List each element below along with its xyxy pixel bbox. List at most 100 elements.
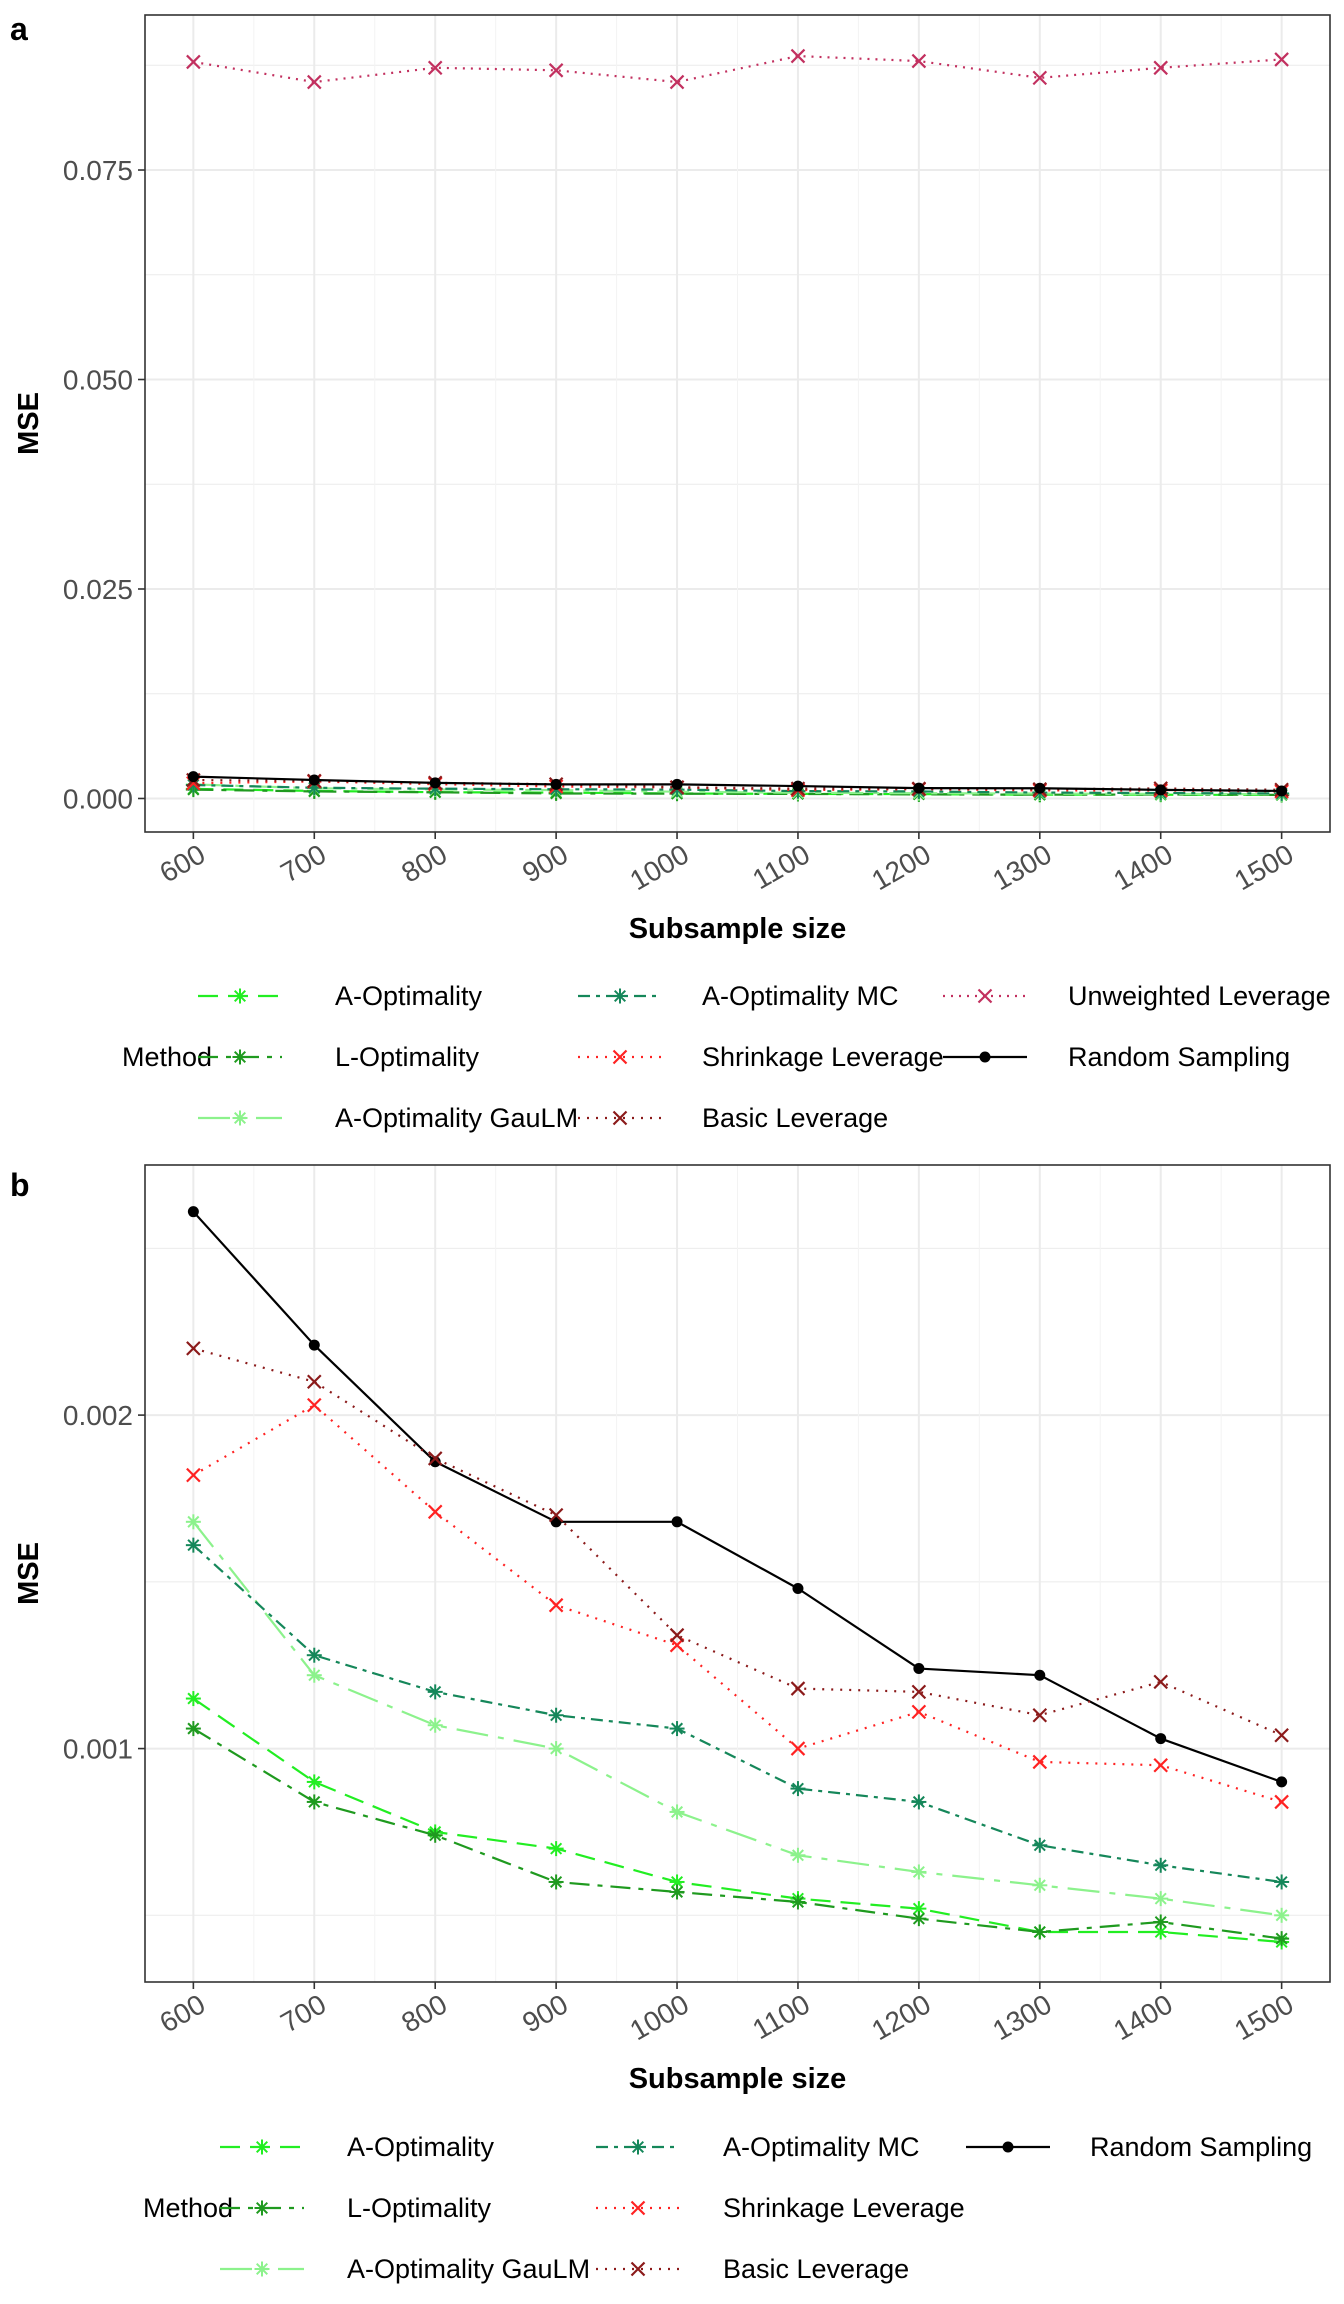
x-tick-label: 1500 [1229,1988,1298,2046]
data-point [307,1397,322,1413]
panel-b-series-l-optimality [185,1721,1290,1947]
data-point [548,1874,564,1890]
legend-label: L-Optimality [335,1042,480,1072]
data-point [308,1339,320,1351]
data-point [671,1516,683,1528]
legend-item-a-optimality-mc: A-Optimality MC [578,981,899,1011]
data-point [550,778,562,790]
data-point [185,1721,201,1737]
data-point [186,1467,201,1483]
legend-item-l-optimality: L-Optimality [198,1042,480,1072]
x-tick-label: 1100 [747,838,815,895]
legend-key-marker [232,1110,248,1126]
data-point [1153,1914,1169,1930]
data-point [1274,52,1289,67]
data-point [1032,1707,1048,1723]
series-line [192,1521,1282,1917]
x-tick-label: 700 [275,838,331,888]
legend-key-marker [254,2139,270,2155]
data-point [427,1504,443,1520]
panel-b-legend: Method A-Optimality L-Optimality A-Optimali… [143,2132,1312,2284]
series-line [193,783,1282,795]
y-tick-label: 0.001 [63,1734,133,1765]
series-line [193,788,1282,796]
legend-key-marker [612,1110,628,1126]
x-tick-label: 1200 [866,838,935,896]
data-point [911,1684,927,1700]
data-point [1274,1727,1289,1743]
x-tick-label: 800 [396,838,452,888]
data-point [1032,70,1048,86]
x-tick-label: 1000 [625,838,694,896]
series-line [192,1727,1282,1940]
panel-a-series-random-sampling [187,771,1288,797]
legend-label: A-Optimality [347,2132,495,2162]
legend-label: Random Sampling [1068,1042,1290,1072]
data-point [307,74,322,90]
y-tick-label: 0.025 [63,574,133,605]
x-tick-label: 1400 [1108,838,1177,896]
data-point [1276,1776,1288,1788]
panel-b-x-axis: 600 700 800 900 1000 1100 1200 1300 1400 1500 [154,1982,1299,2046]
data-point [1274,1794,1289,1810]
legend-item-basic-leverage: Basic Leverage [578,1103,888,1133]
data-point [1153,1757,1168,1773]
series-line [192,1210,1283,1783]
panel-b-y-axis: 0.001 0.002 [63,1400,145,1765]
legend-label: Shrinkage Leverage [702,1042,944,1072]
panel-b-series-basic-leverage [186,1341,1289,1743]
data-point [911,1864,927,1880]
data-point [911,1794,927,1810]
data-point [186,1341,201,1356]
data-point [669,1884,685,1900]
panel-a-x-axis-title: Subsample size [629,913,847,945]
data-point [790,1681,806,1696]
data-point [427,1684,443,1700]
data-point [911,1911,927,1927]
x-tick-label: 1300 [987,838,1056,896]
data-point [1153,1891,1169,1907]
data-point [1032,1837,1048,1853]
y-tick-label: 0.000 [63,783,133,814]
data-point [1274,1931,1290,1947]
series-line [192,1697,1282,1944]
x-tick-label: 1200 [866,1988,935,2046]
panel-a-legend: Method A-Optimality L-Optimality A-Optimali… [122,981,1331,1133]
legend-item-random-sampling: Random Sampling [966,2132,1312,2162]
legend-label: Unweighted Leverage [1068,981,1331,1011]
panel-b-series-a-optimality-mc [185,1537,1290,1890]
data-point [306,1794,322,1810]
data-point [913,1663,925,1675]
panel-b-tag: b [10,1167,30,1203]
legend-title: Method [122,1042,212,1072]
data-point [427,60,443,76]
data-point [913,782,925,794]
legend-label: Shrinkage Leverage [723,2193,965,2223]
legend-key-marker [977,988,993,1004]
x-tick-label: 800 [396,1988,452,2038]
data-point [429,777,441,789]
chart-panel-b: 0.001 0.002 600 700 800 900 1000 1100 1200 1300 14… [13,1164,1331,2284]
legend-item-a-optimality-mc: A-Optimality MC [596,2132,920,2162]
data-point [1276,785,1288,797]
data-point [792,1583,804,1595]
x-tick-label: 600 [154,1988,210,2038]
legend-key-marker [630,2139,646,2155]
data-point [548,63,564,78]
data-point [671,778,683,790]
legend-key-marker [1002,2141,1014,2153]
legend-item-a-optimality-gaulm: A-Optimality GauLM [220,2254,590,2284]
legend-item-a-optimality-gaulm: A-Optimality GauLM [198,1103,578,1133]
legend-label: Basic Leverage [702,1103,888,1133]
legend-label: A-Optimality GauLM [347,2254,590,2284]
legend-key-marker [254,2200,270,2216]
legend-title: Method [143,2193,233,2223]
legend-label: A-Optimality MC [702,981,899,1011]
x-tick-label: 1100 [747,1988,815,2045]
x-tick-label: 900 [517,838,573,888]
data-point [1274,1907,1290,1923]
legend-label: A-Optimality GauLM [335,1103,578,1133]
data-point [427,1827,443,1843]
legend-item-unweighted-leverage: Unweighted Leverage [943,981,1331,1011]
chart-panel-a: 0.000 0.025 0.050 0.075 600 700 800 900 1000 1100… [13,14,1331,1133]
